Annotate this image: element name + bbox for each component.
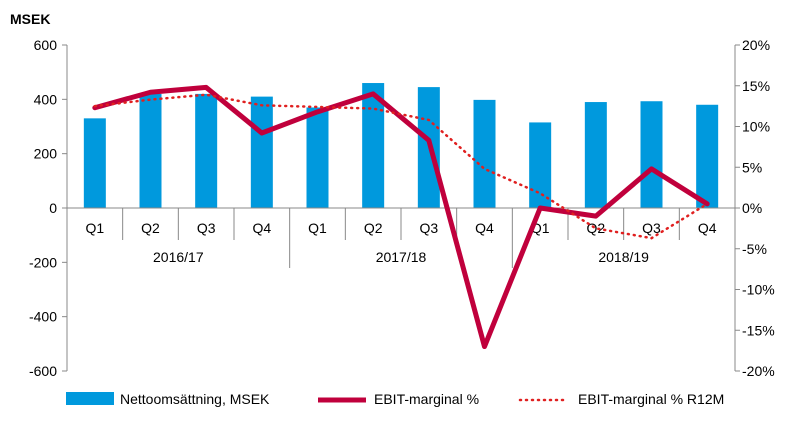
- bar-3: [195, 93, 218, 208]
- ebit-margin-line: [92, 84, 710, 350]
- y-right-tick-label: 20%: [742, 37, 770, 53]
- y-right-tick-label: -15%: [742, 322, 775, 338]
- x-tick-label: Q2: [364, 220, 383, 236]
- y-right-tick-label: -5%: [742, 241, 767, 257]
- legend-label-ebit: EBIT-marginal %: [374, 391, 479, 407]
- bar-11: [640, 101, 663, 208]
- y-left-tick-label: -400: [29, 309, 57, 325]
- x-tick-label: Q2: [586, 220, 605, 236]
- y-left-tick-label: 200: [34, 146, 58, 162]
- bar-6: [362, 83, 385, 208]
- bar-1: [83, 118, 106, 208]
- x-tick-label: Q3: [197, 220, 216, 236]
- legend: Nettoomsättning, MSEK EBIT-marginal % EBIT…: [66, 391, 724, 407]
- bar-12: [696, 104, 719, 208]
- group-label: 2018/19: [598, 249, 649, 265]
- bar-2: [139, 93, 162, 208]
- x-tick-label: Q4: [698, 220, 717, 236]
- y-right-tick-label: -20%: [742, 363, 775, 379]
- y-right-tick-label: 15%: [742, 78, 770, 94]
- y-right-tick-label: 10%: [742, 119, 770, 135]
- y-left-tick-label: 0: [49, 200, 57, 216]
- y-left-tick-label: -200: [29, 254, 57, 270]
- y-left-tick-label: 400: [34, 91, 58, 107]
- y-right-tick-label: 0%: [742, 200, 762, 216]
- legend-label-r12m: EBIT-marginal % R12M: [578, 391, 724, 407]
- x-tick-label: Q3: [642, 220, 661, 236]
- ebit-margin-r12m-line: [93, 93, 709, 240]
- group-label: 2017/18: [376, 249, 427, 265]
- x-tick-label: Q1: [85, 220, 104, 236]
- x-tick-label: Q4: [475, 220, 494, 236]
- bar-10: [584, 102, 607, 208]
- x-tick-label: Q1: [308, 220, 327, 236]
- x-tick-label: Q3: [419, 220, 438, 236]
- bar-8: [473, 99, 496, 208]
- bar-4: [250, 96, 273, 208]
- x-tick-label: Q4: [252, 220, 271, 236]
- legend-label-bars: Nettoomsättning, MSEK: [120, 391, 270, 407]
- bar-9: [529, 122, 552, 208]
- plot-area: 600 400 200 0 -200 -400 -600 20% 15% 10% 5% 0% -5% -1…: [29, 37, 775, 379]
- y-left-tick-label: -600: [29, 363, 57, 379]
- x-tick-label: Q2: [141, 220, 160, 236]
- y-axis-title: MSEK: [10, 11, 50, 27]
- group-label: 2016/17: [153, 249, 204, 265]
- y-right-tick-label: 5%: [742, 159, 762, 175]
- y-left-tick-label: 600: [34, 37, 58, 53]
- legend-swatch-bars: [66, 392, 114, 405]
- y-right-tick-label: -10%: [742, 282, 775, 298]
- bar-5: [306, 107, 329, 208]
